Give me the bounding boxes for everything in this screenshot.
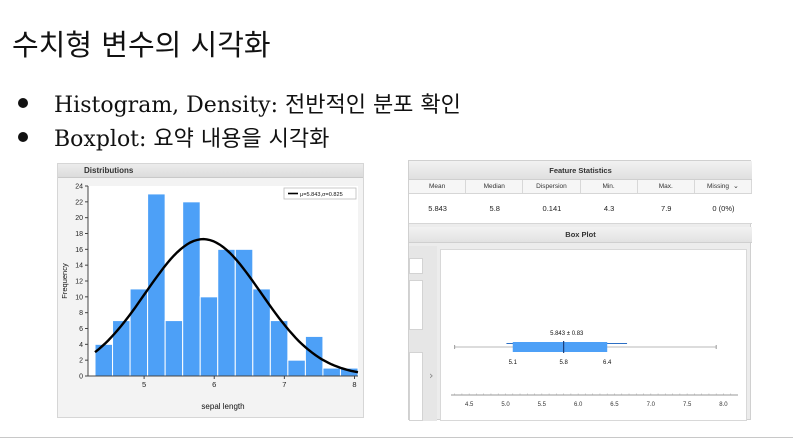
axis-tick-label: 4.5 (465, 402, 474, 408)
histogram-bar (217, 248, 236, 377)
axis-tick-label: 5.5 (538, 402, 547, 408)
y-tick-label: 20 (75, 215, 83, 222)
y-tick-label: 14 (75, 263, 83, 270)
table-row[interactable]: 5.843 5.8 0.141 4.3 7.9 0 (0%) (409, 194, 752, 224)
density-curve (94, 237, 359, 374)
cell-dispersion: 0.141 (542, 204, 562, 213)
column-header-mean[interactable]: Mean (409, 180, 467, 193)
x-axis-label: sepal length (201, 402, 244, 411)
histogram-bar (322, 367, 341, 377)
histogram-bar (164, 320, 184, 377)
box-plot-chart: 5.843 ± 0.83 5.1 5.8 6.4 4.5 5.0 5.5 6.0 6.5 7.0 7… (451, 331, 738, 408)
chevron-right-icon[interactable]: › (429, 369, 434, 382)
legend-label: μ=5.843,σ=0.825 (300, 192, 343, 198)
quartile-label: 5.8 (559, 360, 568, 366)
iqr-box (512, 342, 608, 352)
x-tick-label: 5 (142, 380, 146, 389)
y-tick-label: 22 (75, 199, 83, 206)
column-header-dispersion[interactable]: Dispersion (523, 180, 581, 193)
y-tick-label: 10 (75, 294, 83, 301)
bullet-item: Boxplot: 요약 내용을 시각화 (16, 120, 461, 154)
histogram-bar (112, 320, 131, 377)
y-tick-label: 24 (75, 184, 83, 191)
histogram-bar (269, 320, 289, 377)
feature-statistics-header: Feature Statistics (409, 161, 752, 180)
side-list-box[interactable] (409, 280, 423, 330)
histogram-bar (182, 201, 201, 377)
bullet-dot-icon (18, 132, 28, 142)
bullet-text: Boxplot: 요약 내용을 시각화 (54, 127, 330, 152)
bullet-dot-icon (18, 98, 28, 108)
y-tick-label: 6 (79, 326, 83, 333)
legend-box (283, 187, 357, 200)
box-plot-header: Box Plot (409, 227, 752, 243)
mean-sd-annotation: 5.843 ± 0.83 (550, 331, 584, 337)
axis-tick-label: 7.0 (647, 402, 656, 408)
cell-min: 4.3 (603, 204, 615, 213)
cell-missing: 0 (0%) (712, 204, 735, 213)
quartile-label: 5.1 (509, 360, 518, 366)
statistics-table-header: Mean Median Dispersion Min. Max. Missing… (409, 180, 753, 194)
y-tick-label: 8 (79, 310, 83, 317)
feature-statistics-panel: Feature Statistics Mean Median Dispersio… (408, 160, 753, 421)
cell-max: 7.9 (661, 204, 672, 213)
x-tick-label: 8 (352, 380, 356, 389)
histogram-bar (304, 335, 324, 377)
side-input-box[interactable] (409, 258, 423, 274)
quartile-label: 6.4 (603, 360, 612, 366)
distributions-header: Distributions (58, 164, 363, 178)
column-header-min[interactable]: Min. (581, 180, 638, 193)
box-plot-area: 5.843 ± 0.83 5.1 5.8 6.4 4.5 5.0 5.5 6.0 6.5 7.0 7… (440, 249, 747, 421)
column-header-missing-label: Missing (706, 182, 730, 190)
divider (0, 437, 793, 438)
y-tick-label: 18 (75, 231, 83, 238)
histogram-bar (287, 359, 306, 377)
cell-median: 5.8 (489, 204, 500, 213)
y-tick-label: 12 (75, 279, 83, 286)
y-tick-label: 0 (79, 374, 83, 381)
cell-mean: 5.843 (428, 204, 447, 213)
distributions-panel: Distributions 0 2 4 6 8 10 12 14 16 18 20 22 24 5 6 7 8 s… (57, 163, 364, 418)
axis-tick-label: 5.0 (501, 402, 510, 408)
y-tick-label: 4 (79, 342, 83, 349)
x-tick-label: 7 (282, 380, 286, 389)
axis-tick-label: 8.0 (719, 402, 728, 408)
side-control-strip (409, 246, 437, 421)
bullet-list: Histogram, Density: 전반적인 분포 확인 Boxplot: … (16, 86, 461, 154)
y-tick-label: 16 (75, 247, 83, 254)
y-axis-label: Frequency (60, 263, 69, 299)
axis-tick-label: 6.5 (610, 402, 619, 408)
x-tick-label: 6 (212, 380, 216, 389)
page-title: 수치형 변수의 시각화 (12, 28, 271, 62)
column-header-max[interactable]: Max. (638, 180, 695, 193)
column-header-missing[interactable]: Missing ⌄ (695, 180, 753, 193)
column-header-median[interactable]: Median (466, 180, 524, 193)
bullet-item: Histogram, Density: 전반적인 분포 확인 (16, 86, 461, 120)
axis-tick-label: 6.0 (574, 402, 583, 408)
chevron-down-icon[interactable]: ⌄ (733, 182, 739, 190)
y-tick-label: 2 (79, 358, 83, 365)
axis-tick-label: 7.5 (683, 402, 692, 408)
histogram-bar (199, 296, 219, 377)
side-list-box[interactable] (409, 352, 423, 421)
bullet-text: Histogram, Density: 전반적인 분포 확인 (54, 93, 461, 118)
